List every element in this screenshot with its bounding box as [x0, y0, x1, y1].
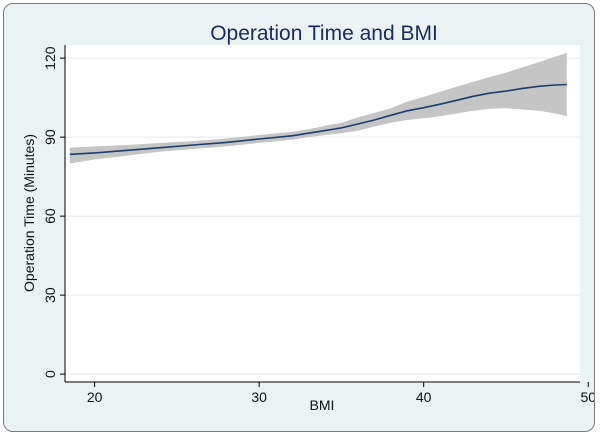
x-axis-label: BMI [310, 397, 335, 413]
y-tick-label-1: 30 [42, 287, 58, 303]
x-tick-label-1: 30 [251, 389, 267, 405]
x-tick-label-2: 40 [416, 389, 432, 405]
confidence-band [69, 52, 567, 164]
y-tick-group: 0 30 60 90 120 [42, 46, 65, 378]
chart-title: Operation Time and BMI [210, 22, 438, 45]
y-axis-label: Operation Time (Minutes) [21, 134, 37, 292]
chart-figure: Operation Time and BMI 20 30 40 50 0 30 60 90 1… [3, 3, 595, 432]
chart-svg: Operation Time and BMI 20 30 40 50 0 30 60 90 1… [21, 22, 595, 413]
x-tick-label-0: 20 [87, 389, 103, 405]
x-tick-group: 20 30 40 50 [87, 382, 595, 405]
grid-lines [65, 57, 580, 375]
y-tick-label-0: 0 [42, 370, 58, 378]
x-tick-label-3: 50 [580, 389, 595, 405]
series-line-layer [69, 83, 567, 156]
y-tick-label-2: 60 [42, 208, 58, 224]
fitted-line [69, 83, 567, 156]
y-tick-label-4: 120 [42, 46, 58, 70]
y-tick-label-3: 90 [42, 129, 58, 145]
confidence-band-layer [69, 52, 567, 164]
